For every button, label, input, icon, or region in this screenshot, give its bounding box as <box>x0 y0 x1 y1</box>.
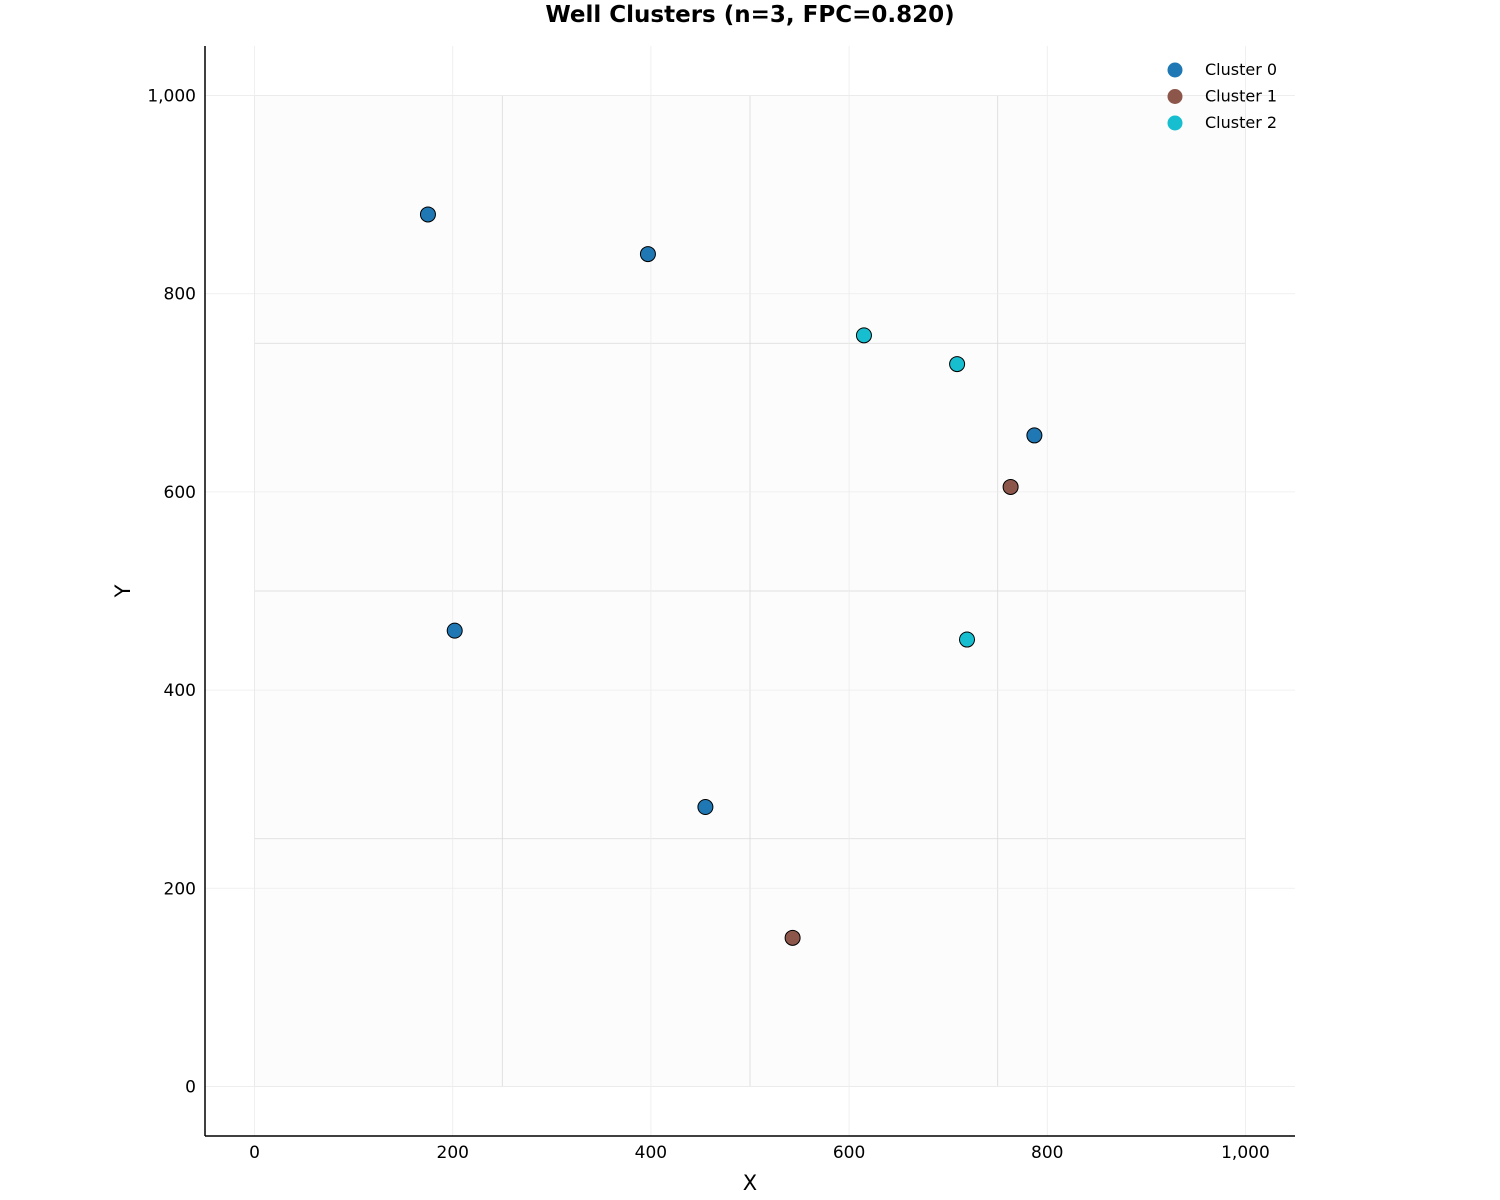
legend-label: Cluster 2 <box>1205 113 1277 132</box>
data-point-cluster-0 <box>1026 427 1043 444</box>
legend-label: Cluster 0 <box>1205 60 1277 79</box>
x-axis-label: X <box>743 1171 757 1195</box>
legend-marker <box>1167 62 1183 78</box>
data-point-cluster-0 <box>446 622 463 639</box>
lease-grid <box>254 95 1246 1087</box>
tick-labels: 0 200 400 600 800 1,000 0 200 400 600 800 1,000 <box>147 87 1269 1163</box>
y-tick-label: 1,000 <box>147 87 196 107</box>
data-point-cluster-2 <box>959 631 976 648</box>
legend-marker <box>1167 115 1183 131</box>
chart-title: Well Clusters (n=3, FPC=0.820) <box>545 2 955 28</box>
y-tick-label: 800 <box>164 285 196 305</box>
y-axis-label: Y <box>111 584 135 598</box>
legend: Cluster 0 Cluster 1 Cluster 2 <box>1167 60 1277 132</box>
axes <box>204 46 1295 1137</box>
legend-marker <box>1167 89 1183 104</box>
x-tick-label: 800 <box>1031 1143 1063 1163</box>
data-points <box>419 206 1043 946</box>
y-tick-label: 400 <box>164 681 196 701</box>
data-point-cluster-1 <box>784 929 801 946</box>
x-tick-label: 600 <box>833 1143 865 1163</box>
data-point-cluster-0 <box>419 206 436 223</box>
data-point-cluster-2 <box>855 327 872 344</box>
gridlines <box>205 46 1295 1136</box>
data-point-cluster-0 <box>639 246 656 263</box>
y-tick-label: 0 <box>185 1077 196 1097</box>
data-point-cluster-1 <box>1002 478 1019 495</box>
data-point-cluster-0 <box>697 799 714 816</box>
data-point-cluster-2 <box>949 356 966 373</box>
x-tick-label: 1,000 <box>1221 1143 1270 1163</box>
x-tick-label: 200 <box>437 1143 469 1163</box>
legend-label: Cluster 1 <box>1205 87 1277 106</box>
x-tick-label: 400 <box>635 1143 667 1163</box>
y-tick-label: 600 <box>164 483 196 503</box>
y-tick-label: 200 <box>164 879 196 899</box>
x-tick-label: 0 <box>249 1143 260 1163</box>
